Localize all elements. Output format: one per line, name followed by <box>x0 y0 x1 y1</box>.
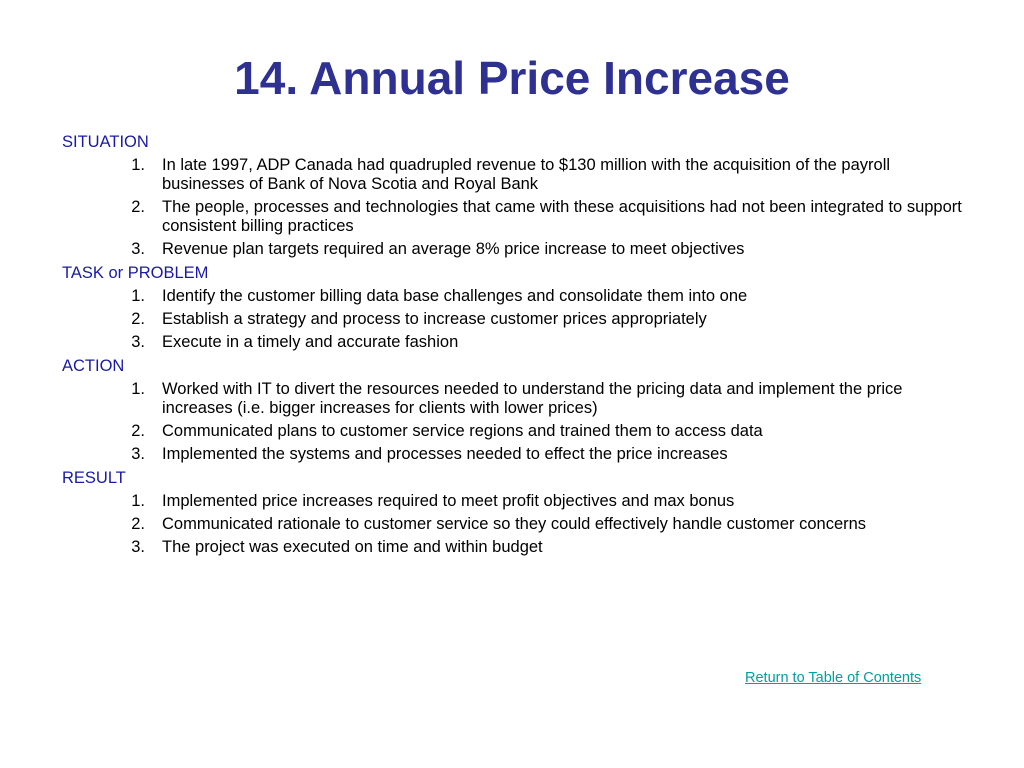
list-item: 2. Communicated rationale to customer se… <box>62 515 962 534</box>
numbered-list: 1. Worked with IT to divert the resource… <box>62 380 962 464</box>
item-text: Communicated rationale to customer servi… <box>162 515 867 533</box>
list-item: 2. Establish a strategy and process to i… <box>62 310 962 329</box>
numbered-list: 1. Identify the customer billing data ba… <box>62 287 962 352</box>
item-text: The people, processes and technologies t… <box>162 198 962 235</box>
section-action: ACTION 1. Worked with IT to divert the r… <box>62 356 962 464</box>
list-item: 1. In late 1997, ADP Canada had quadrupl… <box>62 156 962 194</box>
section-result: RESULT 1. Implemented price increases re… <box>62 468 962 557</box>
list-item: 2. Communicated plans to customer servic… <box>62 422 962 441</box>
item-number: 2. <box>131 310 145 328</box>
item-number: 1. <box>131 287 145 305</box>
return-to-toc-link[interactable]: Return to Table of Contents <box>745 670 922 686</box>
section-task-or-problem: TASK or PROBLEM 1. Identify the customer… <box>62 263 962 352</box>
item-text: Revenue plan targets required an average… <box>162 240 745 258</box>
section-heading: ACTION <box>62 357 125 375</box>
item-number: 3. <box>131 538 145 556</box>
list-item: 1. Identify the customer billing data ba… <box>62 287 962 306</box>
slide-body: SITUATION 1. In late 1997, ADP Canada ha… <box>62 130 962 561</box>
item-number: 1. <box>131 492 145 510</box>
item-number: 1. <box>131 380 145 398</box>
item-number: 2. <box>131 515 145 533</box>
slide-title: 14. Annual Price Increase <box>234 52 790 104</box>
item-number: 3. <box>131 445 145 463</box>
numbered-list: 1. In late 1997, ADP Canada had quadrupl… <box>62 156 962 259</box>
item-text: The project was executed on time and wit… <box>162 538 543 556</box>
item-text: Communicated plans to customer service r… <box>162 422 763 440</box>
item-number: 3. <box>131 240 145 258</box>
item-text: Execute in a timely and accurate fashion <box>162 333 459 351</box>
item-number: 3. <box>131 333 145 351</box>
item-text: Worked with IT to divert the resources n… <box>162 380 903 417</box>
item-number: 1. <box>131 156 145 174</box>
item-number: 2. <box>131 422 145 440</box>
section-heading: SITUATION <box>62 133 149 151</box>
item-text: Implemented price increases required to … <box>162 492 735 510</box>
item-text: Implemented the systems and processes ne… <box>162 445 728 463</box>
item-number: 2. <box>131 198 145 216</box>
item-text: Identify the customer billing data base … <box>162 287 748 305</box>
list-item: 3. The project was executed on time and … <box>62 538 962 557</box>
section-heading: TASK or PROBLEM <box>62 264 209 282</box>
item-text: Establish a strategy and process to incr… <box>162 310 707 328</box>
numbered-list: 1. Implemented price increases required … <box>62 492 962 557</box>
section-heading: RESULT <box>62 469 126 487</box>
list-item: 2. The people, processes and technologie… <box>62 198 962 236</box>
item-text: In late 1997, ADP Canada had quadrupled … <box>162 156 891 193</box>
list-item: 1. Worked with IT to divert the resource… <box>62 380 962 418</box>
list-item: 3. Execute in a timely and accurate fash… <box>62 333 962 352</box>
list-item: 3. Implemented the systems and processes… <box>62 445 962 464</box>
list-item: 3. Revenue plan targets required an aver… <box>62 240 962 259</box>
section-situation: SITUATION 1. In late 1997, ADP Canada ha… <box>62 132 962 259</box>
list-item: 1. Implemented price increases required … <box>62 492 962 511</box>
